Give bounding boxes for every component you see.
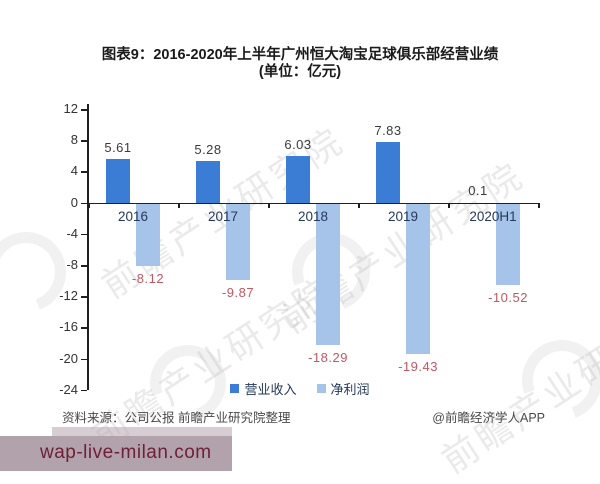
net-profit-value-label: -9.87 (221, 284, 255, 300)
net-profit-bar (406, 204, 430, 355)
plot-area: 12 8 4 0 -4 -8 -12 -16 -20 -24 5.61 -8.12 2016 5.28 -9… (0, 100, 600, 400)
category-label-2017: 2017 (207, 208, 239, 224)
legend-item: 营业收入 (230, 379, 297, 398)
chart-unit-label: (单位：亿元) (258, 64, 342, 80)
revenue-value-label: 6.03 (284, 136, 312, 152)
chart-title: 图表9：2016-2020年上半年广州恒大淘宝足球俱乐部经营业绩 (单位：亿元) (0, 46, 600, 81)
net-profit-value-label: -19.43 (398, 359, 438, 375)
revenue-bar (106, 158, 130, 203)
category-label-2020H1: 2020H1 (469, 208, 517, 224)
legend-swatch-icon (230, 384, 240, 393)
net-profit-value-label: -8.12 (131, 270, 165, 286)
legend-swatch-icon (316, 384, 326, 393)
x-axis-line (87, 202, 540, 205)
y-tick-label: 0 (70, 194, 78, 210)
y-tick-mark (81, 109, 87, 111)
y-tick-mark (81, 358, 87, 361)
category-label-2018: 2018 (297, 208, 329, 224)
net-profit-bar (496, 204, 520, 285)
legend-item: 净利润 (316, 379, 370, 398)
footer: 资料来源：公司公报 前瞻产业研究院整理 @前瞻经济学人APP (0, 407, 600, 426)
overlay-ad-link[interactable]: wap-live-milan.com (40, 442, 212, 463)
y-tick-label: 8 (70, 132, 78, 148)
chart-legend: 营业收入 净利润 (0, 379, 600, 398)
x-tick-mark (88, 202, 90, 208)
y-tick-mark (81, 389, 87, 392)
y-tick-label: -20 (59, 350, 78, 366)
category-label-2016: 2016 (117, 208, 149, 224)
y-tick-label: -8 (66, 257, 78, 272)
x-tick-mark (448, 202, 450, 208)
net-profit-bar (316, 204, 340, 346)
revenue-value-label: 0.1 (468, 182, 488, 198)
legend-label: 营业收入 (244, 382, 297, 397)
net-profit-bar (226, 204, 250, 280)
y-tick-label: 12 (63, 101, 78, 116)
chart-title-line1: 图表9：2016-2020年上半年广州恒大淘宝足球俱乐部经营业绩 (101, 47, 499, 63)
revenue-bar (286, 155, 310, 203)
x-tick-mark (268, 202, 270, 208)
revenue-value-label: 7.83 (374, 122, 402, 138)
x-tick-mark (538, 202, 540, 208)
legend-label: 净利润 (330, 382, 370, 397)
net-profit-bar (136, 204, 160, 266)
y-tick-mark (81, 296, 87, 298)
y-tick-mark (81, 171, 87, 173)
x-tick-mark (358, 202, 360, 208)
y-tick-label: -16 (59, 319, 78, 335)
overlay-strip (52, 427, 232, 437)
source-note: 资料来源：公司公报 前瞻产业研究院整理 (62, 411, 291, 425)
revenue-bar (376, 141, 400, 203)
net-profit-value-label: -18.29 (308, 350, 348, 366)
revenue-value-label: 5.61 (104, 139, 132, 155)
y-tick-label: -4 (66, 225, 78, 241)
y-tick-mark (81, 327, 87, 329)
y-tick-mark (81, 265, 87, 267)
revenue-bar (196, 161, 220, 203)
credit-note: @前瞻经济学人APP (432, 411, 545, 425)
y-tick-label: -24 (59, 381, 78, 397)
revenue-value-label: 5.28 (194, 142, 222, 158)
overlay-ad-box[interactable]: wap-live-milan.com (0, 436, 232, 471)
category-label-2019: 2019 (387, 208, 419, 224)
net-profit-value-label: -10.52 (488, 289, 528, 305)
y-axis-line (87, 104, 89, 390)
y-tick-label: -12 (59, 288, 78, 304)
y-tick-mark (81, 233, 87, 236)
y-tick-mark (81, 202, 87, 205)
y-tick-mark (81, 140, 87, 142)
y-tick-label: 4 (70, 163, 78, 179)
x-tick-mark (178, 202, 180, 208)
